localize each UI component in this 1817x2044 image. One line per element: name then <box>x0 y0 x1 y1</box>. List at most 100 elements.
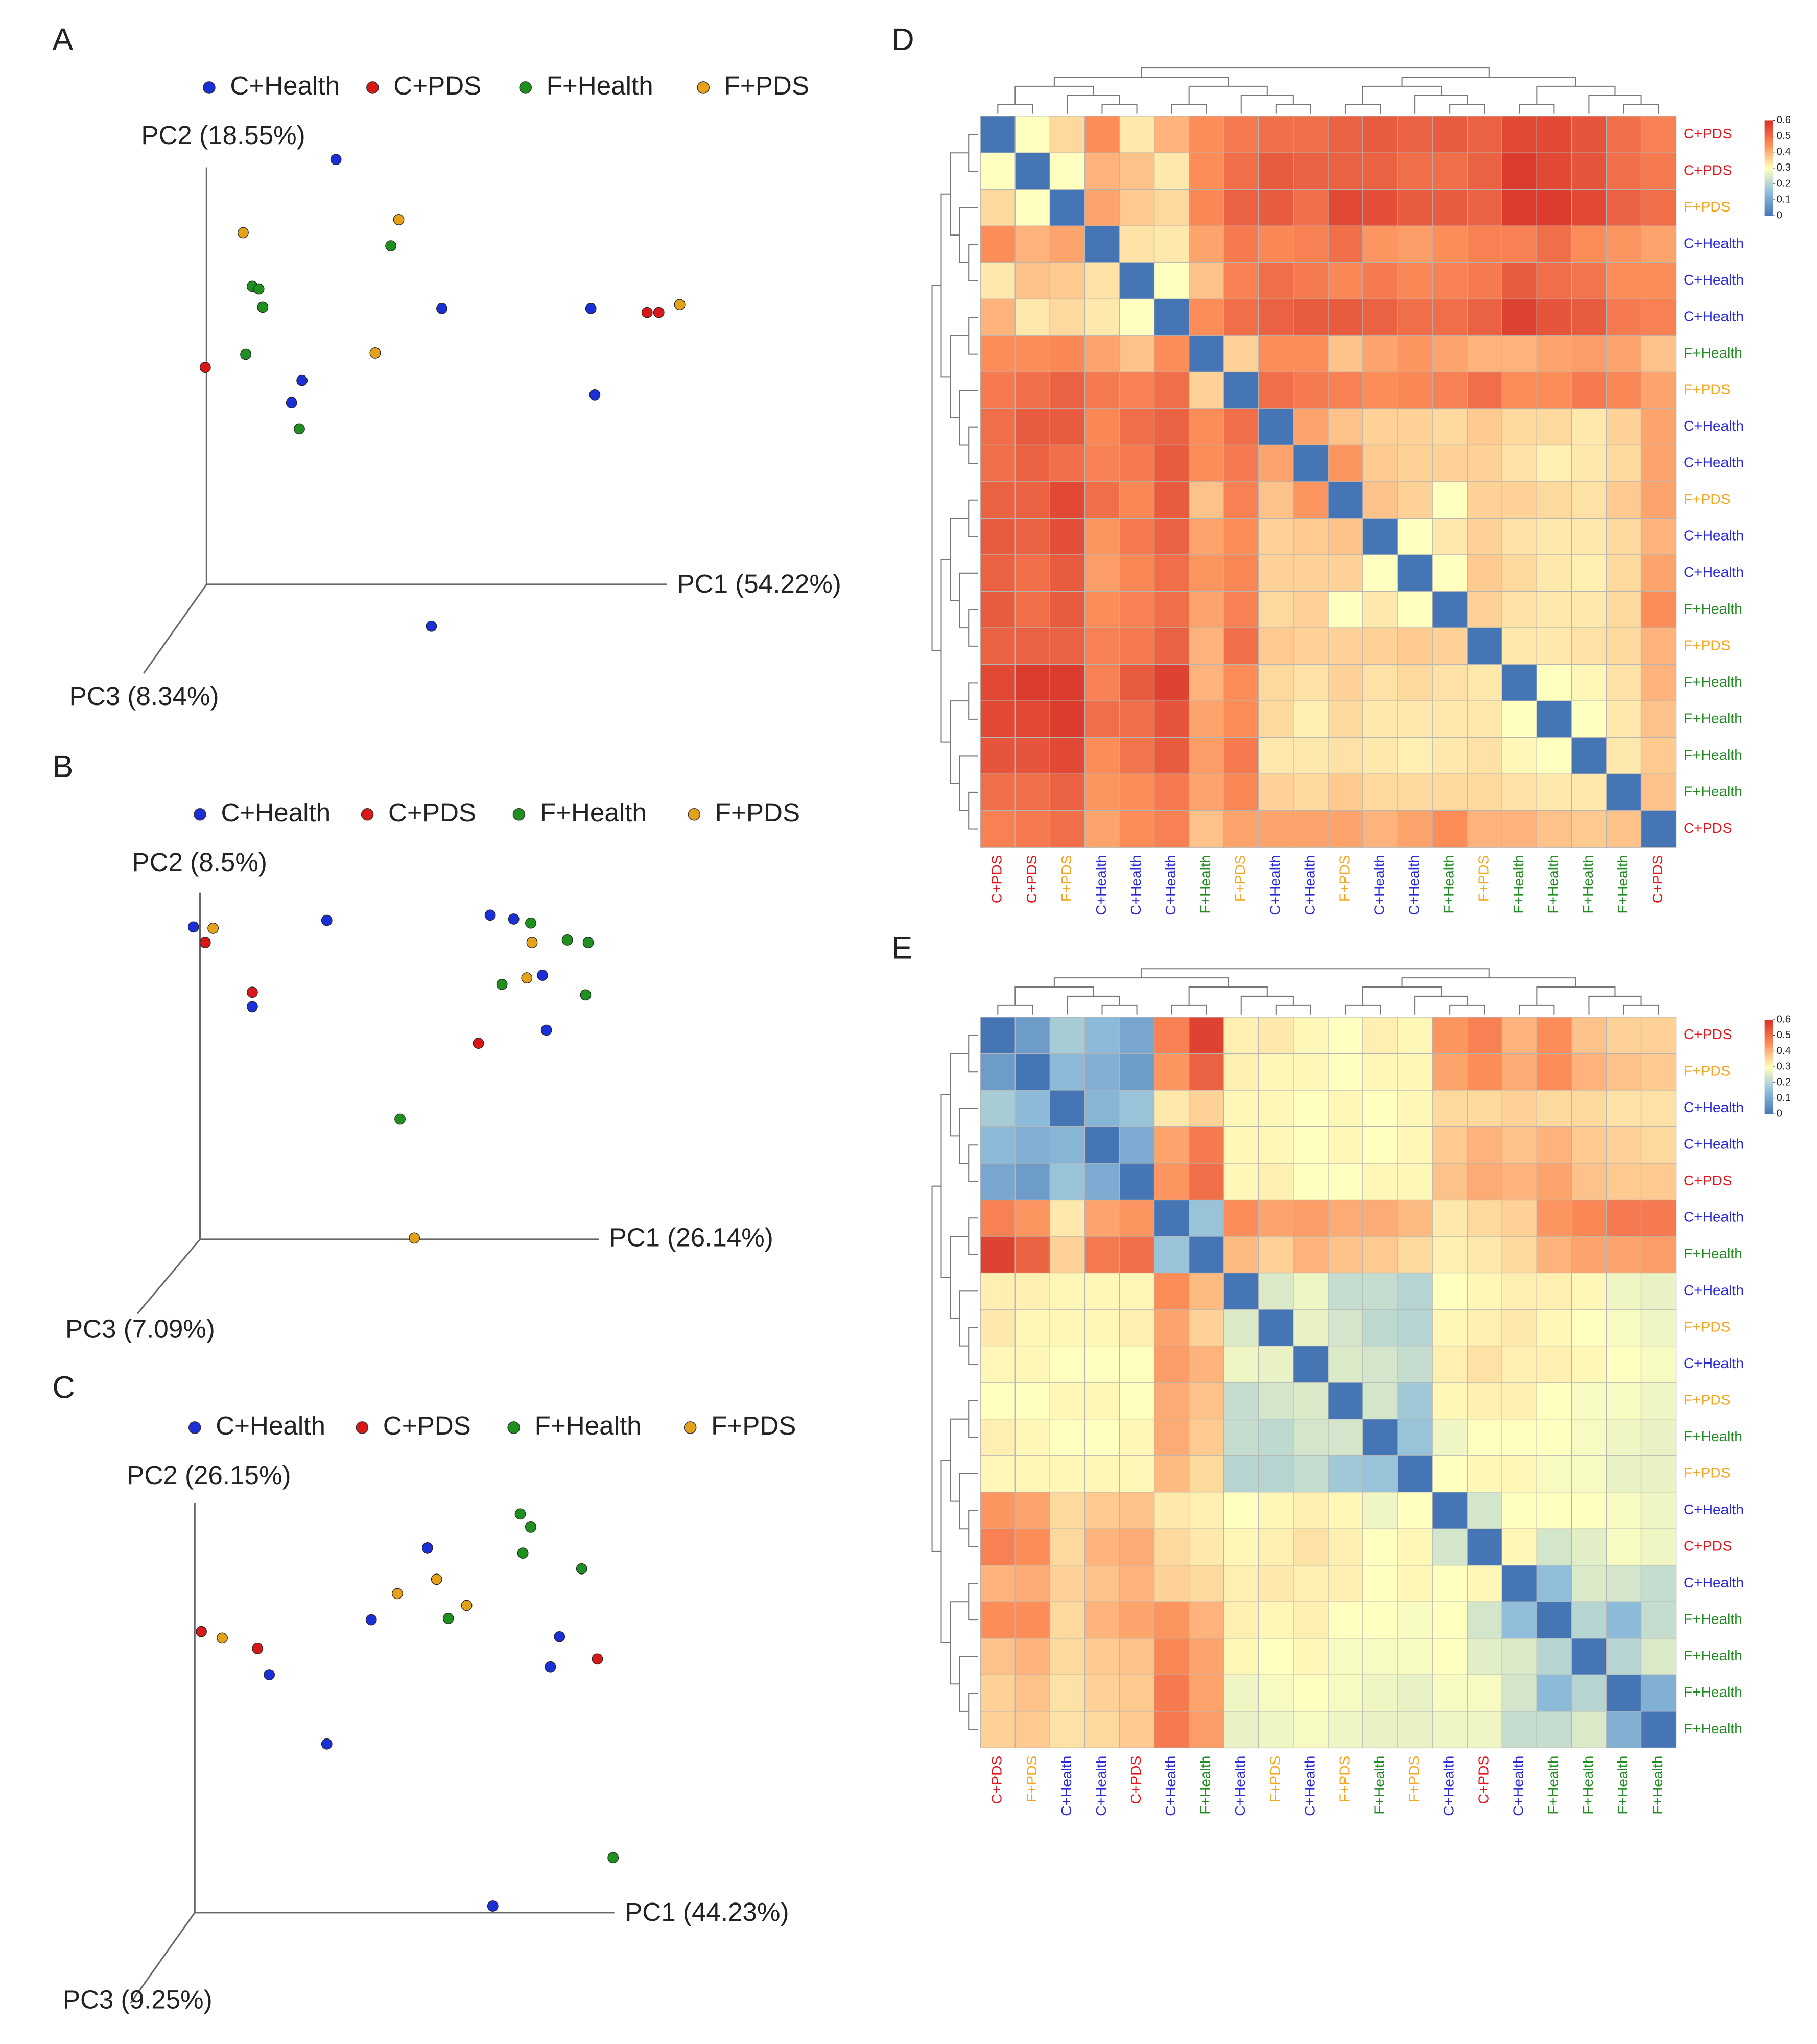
heatmap-cell <box>1258 1674 1294 1712</box>
heatmap-cell <box>1049 1017 1086 1054</box>
heatmap-cell <box>1258 444 1294 482</box>
column-label: F+Health <box>1511 855 1526 914</box>
colorbar-segment <box>1764 173 1773 176</box>
heatmap-cell <box>1119 1017 1155 1054</box>
point <box>321 914 333 926</box>
heatmap-cell <box>1189 1528 1224 1566</box>
dendrogram-branch <box>1171 104 1207 114</box>
heatmap-cell <box>1467 737 1502 774</box>
heatmap-cell <box>1293 1711 1329 1749</box>
heatmap-cell <box>1571 298 1607 336</box>
dendrogram-branch <box>1401 76 1576 86</box>
colorbar-segment <box>1764 1048 1773 1051</box>
heatmap-cell <box>1084 408 1120 446</box>
heatmap-cell <box>1293 1272 1329 1310</box>
heatmap-cell <box>1119 481 1155 519</box>
heatmap-cell <box>1606 1455 1642 1493</box>
heatmap-cell <box>1467 225 1502 263</box>
dendrogram-branch <box>931 1185 941 1552</box>
heatmap-cell <box>1328 335 1363 373</box>
point <box>330 154 342 166</box>
heatmap-cell <box>1328 1199 1363 1237</box>
heatmap-cell <box>1049 298 1086 336</box>
heatmap-cell <box>1084 554 1120 592</box>
heatmap-cell <box>1640 116 1677 153</box>
heatmap-cell <box>980 1674 1016 1712</box>
heatmap-cell <box>1640 189 1677 226</box>
heatmap-cell <box>1467 481 1502 519</box>
heatmap-cell <box>1153 116 1190 153</box>
heatmap-cell <box>1293 1492 1329 1529</box>
colorbar-segment <box>1764 149 1773 152</box>
colorbar-tick-label: 0.1 <box>1777 194 1791 205</box>
heatmap-cell <box>1536 1163 1572 1201</box>
heatmap-cell <box>1293 1565 1329 1602</box>
heatmap-cell <box>1328 189 1363 226</box>
legend-marker <box>688 808 701 821</box>
heatmap-cell <box>1223 737 1259 774</box>
column-label: F+PDS <box>1024 1756 1040 1802</box>
heatmap-cell <box>1328 700 1363 738</box>
heatmap-cell <box>1189 1163 1224 1201</box>
heatmap-cell <box>1084 1199 1120 1237</box>
heatmap-cell <box>1153 700 1190 738</box>
dendrogram-branch <box>1401 977 1576 988</box>
colorbar-segment <box>1764 203 1773 207</box>
heatmap-cell <box>1606 664 1642 701</box>
heatmap-cell <box>1397 1382 1433 1420</box>
point <box>199 937 211 948</box>
heatmap-cell <box>1189 1272 1224 1310</box>
heatmap-cell <box>1153 444 1190 482</box>
heatmap-cell <box>980 1601 1016 1639</box>
heatmap-cell <box>1189 737 1224 774</box>
heatmap-cell <box>1606 810 1642 848</box>
heatmap-cell <box>1293 298 1329 336</box>
legend-marker <box>512 808 526 821</box>
point <box>253 283 265 295</box>
heatmap-cell <box>1223 1163 1259 1201</box>
colorbar-segment <box>1764 168 1773 171</box>
heatmap-cell <box>1084 1674 1120 1712</box>
row-label: C+Health <box>1684 1575 1744 1590</box>
dendrogram-branch <box>1275 1004 1311 1015</box>
heatmap-cell <box>1084 481 1120 519</box>
heatmap-cell <box>1328 810 1363 848</box>
heatmap-cell <box>1536 700 1572 738</box>
heatmap-cell <box>1606 444 1642 482</box>
heatmap-cell <box>1223 1601 1259 1639</box>
colorbar-segment <box>1764 1083 1773 1086</box>
heatmap-cell <box>1571 664 1607 701</box>
heatmap-cell <box>1328 1492 1363 1529</box>
heatmap-cell <box>1014 1528 1051 1566</box>
heatmap-cell <box>1119 810 1155 848</box>
heatmap-cell <box>1501 444 1537 482</box>
colorbar-tick-label: 0.2 <box>1777 177 1791 189</box>
heatmap-cell <box>1397 1126 1433 1164</box>
colorbar-segment <box>1764 1033 1773 1037</box>
heatmap-cell <box>1119 444 1155 482</box>
axis-z <box>136 1238 201 1314</box>
heatmap-cell <box>1189 1565 1224 1602</box>
heatmap-cell <box>1084 262 1120 300</box>
heatmap-cell <box>1084 335 1120 373</box>
heatmap-cell <box>1258 1199 1294 1237</box>
heatmap-cell <box>1119 1090 1155 1127</box>
column-label: C+Health <box>1371 855 1387 915</box>
heatmap-cell <box>1536 262 1572 300</box>
heatmap-cell <box>1397 1163 1433 1201</box>
heatmap-cell <box>1223 262 1259 300</box>
heatmap-cell <box>1049 1090 1086 1127</box>
heatmap-cell <box>1084 591 1120 628</box>
heatmap-cell <box>1189 1053 1224 1091</box>
point <box>537 970 548 981</box>
legend-label: F+Health <box>535 1411 642 1440</box>
heatmap-cell <box>1501 554 1537 592</box>
dendrogram-branch <box>997 1004 1033 1015</box>
colorbar-tick-label: 0.1 <box>1777 1092 1791 1103</box>
heatmap-cell <box>1397 1601 1433 1639</box>
heatmap-cell <box>1501 518 1537 555</box>
column-label: F+PDS <box>1336 1756 1352 1802</box>
heatmap-cell <box>1258 1053 1294 1091</box>
heatmap-cell <box>1362 518 1398 555</box>
heatmap-cell <box>1432 1528 1468 1566</box>
